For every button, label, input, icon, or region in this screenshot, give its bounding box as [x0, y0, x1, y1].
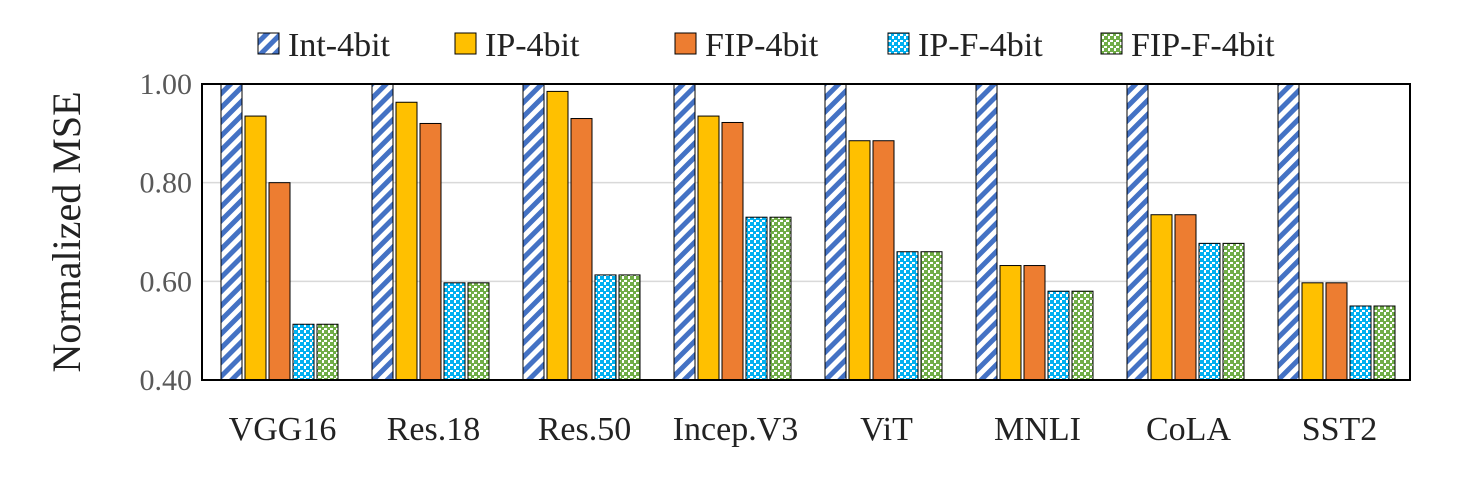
bars: [220, 83, 1396, 381]
bar: [848, 140, 871, 381]
bar: [522, 83, 545, 381]
bar: [1222, 242, 1245, 381]
bar: [443, 282, 466, 381]
bar: [268, 182, 291, 381]
x-category-label: Res.18: [387, 411, 481, 448]
x-category-label: CoLA: [1146, 411, 1231, 448]
legend-swatch: [454, 32, 477, 55]
bar: [618, 274, 641, 381]
legend-swatch: [674, 32, 697, 55]
bar: [594, 274, 617, 381]
bar: [745, 216, 768, 381]
bar: [1150, 214, 1173, 381]
bar: [1373, 305, 1396, 381]
plot-frame: [201, 83, 1411, 381]
bar: [1277, 83, 1300, 381]
bar: [467, 282, 490, 381]
bar: [419, 122, 442, 381]
bar: [721, 121, 744, 381]
x-category-label: Incep.V3: [673, 411, 799, 448]
bar: [975, 83, 998, 381]
bar: [1174, 214, 1197, 381]
bar: [1301, 282, 1324, 381]
y-tick-label: 0.60: [140, 265, 193, 298]
bar: [697, 115, 720, 381]
bar: [896, 251, 919, 381]
x-category-label: VGG16: [229, 411, 337, 448]
legend-label: FIP-4bit: [705, 27, 819, 64]
legend-swatch: [257, 32, 280, 55]
x-category-label: ViT: [860, 411, 913, 448]
bar: [244, 115, 267, 381]
bar: [920, 251, 943, 381]
bar: [872, 140, 895, 381]
bar: [1047, 290, 1070, 381]
y-tick-label: 1.00: [140, 68, 193, 101]
x-category-label: SST2: [1302, 411, 1378, 448]
bar: [546, 90, 569, 381]
legend-label: Int-4bit: [288, 27, 391, 64]
bar: [824, 83, 847, 381]
bar: [1126, 83, 1149, 381]
legend-swatch: [1100, 32, 1123, 55]
bar: [316, 323, 339, 381]
y-tick-label: 0.80: [140, 167, 193, 200]
legend-label: IP-F-4bit: [918, 27, 1043, 64]
bar: [220, 83, 243, 381]
legend-label: FIP-F-4bit: [1131, 27, 1275, 64]
legend-label: IP-4bit: [485, 27, 580, 64]
bar: [1198, 242, 1221, 381]
x-axis-categories: VGG16 Res.18 Res.50 Incep.V3 ViT MNLI CoLA SST2: [229, 411, 1378, 448]
bar: [999, 265, 1022, 381]
bar: [1325, 282, 1348, 381]
y-axis-label: Normalized MSE: [44, 91, 89, 372]
y-axis-ticks: 0.40 0.60 0.80 1.00: [140, 68, 193, 397]
bar: [1349, 305, 1372, 381]
x-category-label: Res.50: [538, 411, 632, 448]
bar: [292, 323, 315, 381]
bar: [1071, 290, 1094, 381]
bar: [395, 101, 418, 381]
bar: [371, 83, 394, 381]
bar: [769, 216, 792, 381]
x-category-label: MNLI: [994, 411, 1081, 448]
bar: [1023, 265, 1046, 381]
legend: Int-4bit IP-4bit FIP-4bit IP-F-4bit FIP-F-4b…: [257, 27, 1275, 64]
bar: [570, 118, 593, 381]
bar: [673, 83, 696, 381]
y-tick-label: 0.40: [140, 364, 193, 397]
legend-swatch: [887, 32, 910, 55]
